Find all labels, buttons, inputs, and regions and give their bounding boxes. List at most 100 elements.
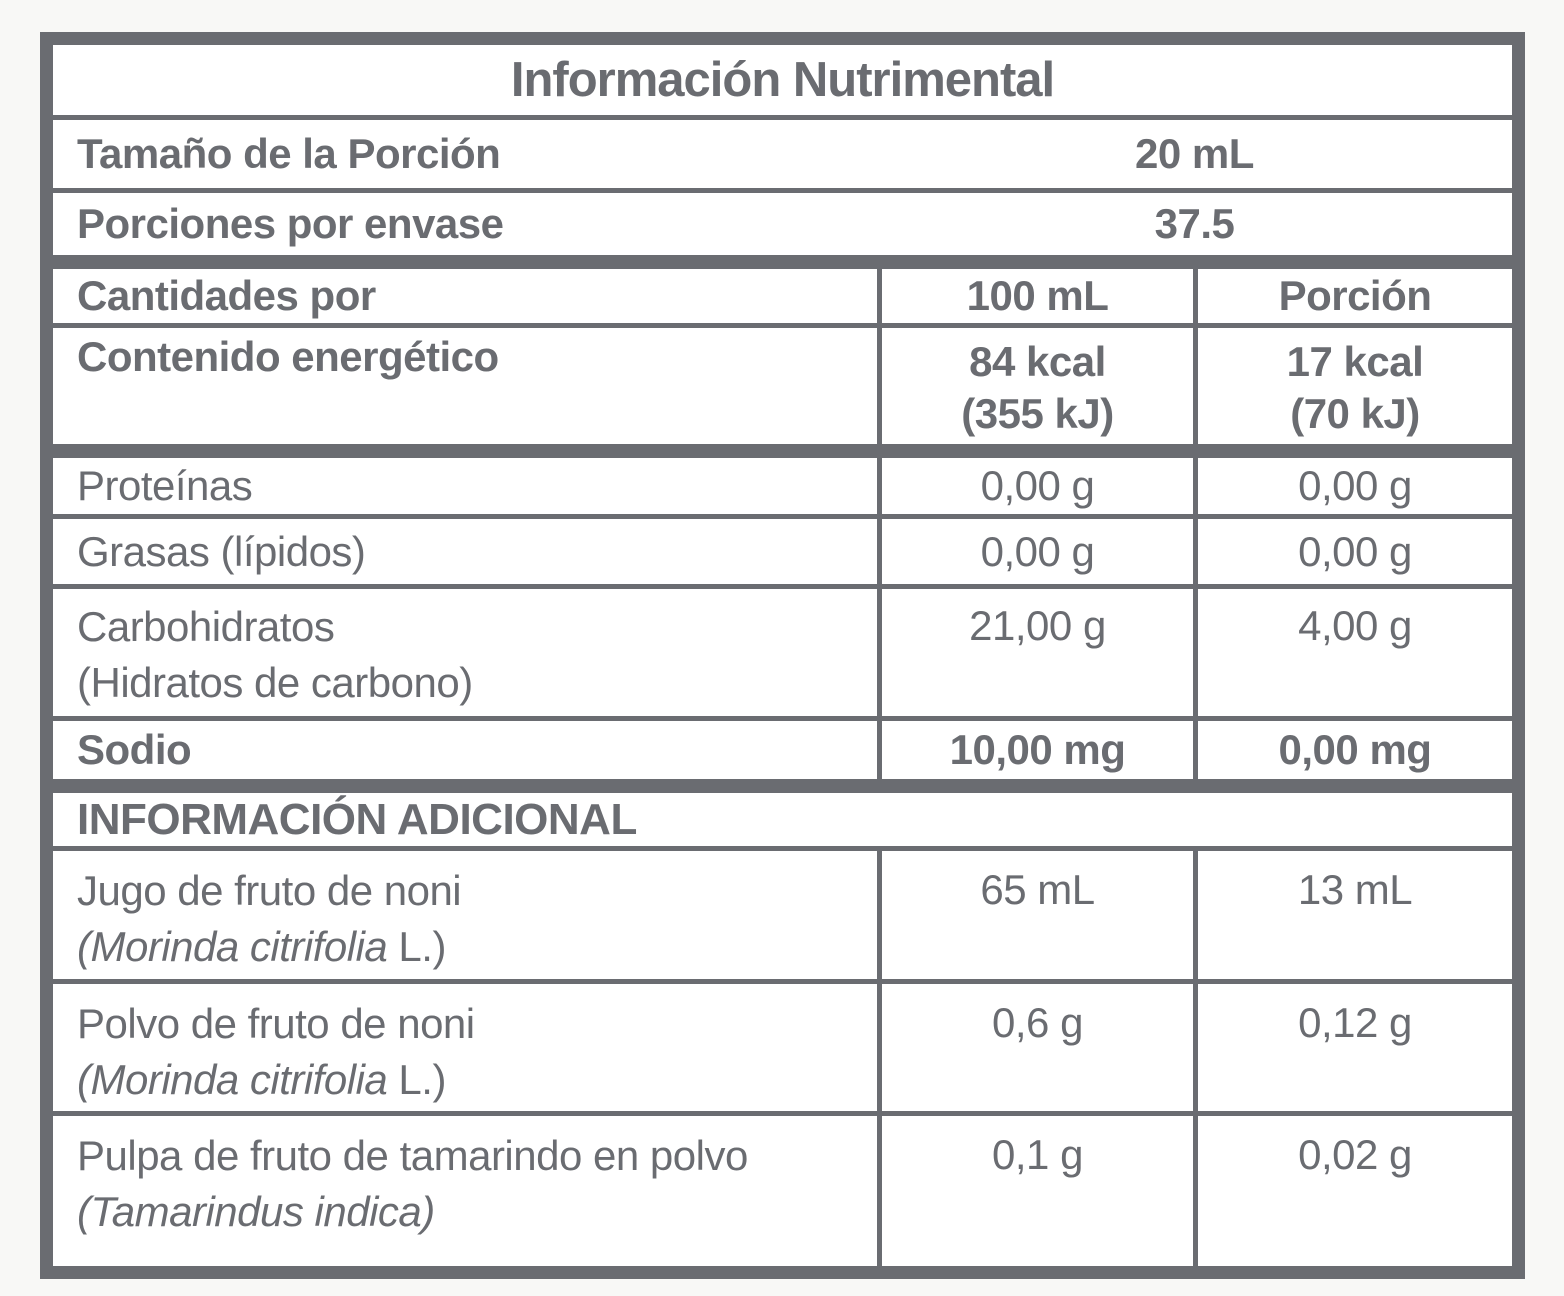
protein-per-portion-cell: 0,00 g bbox=[1193, 458, 1512, 514]
fat-label-cell: Grasas (lípidos) bbox=[53, 519, 877, 584]
energy-per-portion-kcal: 17 kcal bbox=[1286, 338, 1424, 385]
amounts-per-header-cell: Cantidades por bbox=[53, 269, 877, 323]
tamarind-pulp-label-cell: Pulpa de fruto de tamarindo en polvo (Ta… bbox=[53, 1116, 877, 1266]
noni-juice-label-cell: Jugo de fruto de noni (Morinda citrifoli… bbox=[53, 851, 877, 979]
fat-per-100ml: 0,00 g bbox=[980, 527, 1095, 575]
noni-juice-label: Jugo de fruto de noni bbox=[77, 867, 462, 914]
energy-label-cell: Contenido energético bbox=[53, 328, 877, 444]
noni-juice-scientific-italic: (Morinda citrifolia bbox=[77, 923, 388, 970]
amounts-per-header: Cantidades por bbox=[77, 272, 376, 319]
column-header-row: Cantidades por 100 mL Porción bbox=[53, 269, 1512, 323]
divider-thick bbox=[53, 444, 1512, 458]
nutrient-row-sodium: Sodio 10,00 mg 0,00 mg bbox=[53, 721, 1512, 779]
energy-row: Contenido energético 84 kcal (355 kJ) 17… bbox=[53, 328, 1512, 444]
per-100ml-header-cell: 100 mL bbox=[877, 269, 1193, 323]
noni-powder-scientific-suffix: L.) bbox=[387, 1056, 446, 1103]
carbohydrate-sublabel: (Hidratos de carbono) bbox=[77, 659, 473, 706]
energy-per-portion-cell: 17 kcal (70 kJ) bbox=[1193, 328, 1512, 444]
energy-label: Contenido energético bbox=[77, 333, 499, 380]
additional-info-title-row: INFORMACIÓN ADICIONAL bbox=[53, 793, 1512, 846]
noni-juice-per-portion: 13 mL bbox=[1297, 866, 1413, 913]
sodium-label-cell: Sodio bbox=[53, 721, 877, 779]
noni-powder-per-100ml-cell: 0,6 g bbox=[877, 984, 1193, 1111]
nutrient-row-carbohydrates: Carbohidratos (Hidratos de carbono) 21,0… bbox=[53, 589, 1512, 716]
nutrient-row-fats: Grasas (lípidos) 0,00 g 0,00 g bbox=[53, 519, 1512, 584]
tamarind-pulp-per-portion: 0,02 g bbox=[1298, 1131, 1412, 1178]
fat-per-100ml-cell: 0,00 g bbox=[877, 519, 1193, 584]
noni-juice-scientific-name: (Morinda citrifolia L.) bbox=[77, 919, 877, 975]
nutrient-row-proteins: Proteínas 0,00 g 0,00 g bbox=[53, 458, 1512, 514]
per-100ml-header: 100 mL bbox=[966, 272, 1109, 319]
tamarind-pulp-per-100ml: 0,1 g bbox=[992, 1131, 1083, 1178]
sodium-per-100ml-cell: 10,00 mg bbox=[877, 721, 1193, 779]
tamarind-pulp-per-portion-cell: 0,02 g bbox=[1193, 1116, 1512, 1266]
fat-label: Grasas (lípidos) bbox=[77, 527, 366, 575]
additional-row-noni-juice: Jugo de fruto de noni (Morinda citrifoli… bbox=[53, 851, 1512, 979]
divider-thin bbox=[53, 1111, 1512, 1116]
fat-per-portion: 0,00 g bbox=[1298, 527, 1412, 575]
sodium-per-portion-cell: 0,00 mg bbox=[1193, 721, 1512, 779]
energy-per-100ml-kj: (355 kJ) bbox=[961, 390, 1114, 437]
noni-powder-scientific-name: (Morinda citrifolia L.) bbox=[77, 1052, 877, 1108]
serving-size-label: Tamaño de la Porción bbox=[77, 130, 501, 177]
servings-per-container-value: 37.5 bbox=[1154, 200, 1235, 247]
sodium-label: Sodio bbox=[77, 726, 192, 773]
divider-thin bbox=[53, 584, 1512, 589]
serving-size-value: 20 mL bbox=[1135, 130, 1254, 177]
noni-powder-label: Polvo de fruto de noni bbox=[77, 1000, 475, 1047]
noni-juice-per-100ml-cell: 65 mL bbox=[877, 851, 1193, 979]
protein-label: Proteínas bbox=[77, 462, 253, 509]
protein-per-100ml-cell: 0,00 g bbox=[877, 458, 1193, 514]
sodium-per-100ml: 10,00 mg bbox=[949, 726, 1126, 773]
sodium-per-portion: 0,00 mg bbox=[1278, 726, 1432, 773]
servings-per-container-label: Porciones por envase bbox=[77, 200, 504, 247]
per-portion-header-cell: Porción bbox=[1193, 269, 1512, 323]
energy-per-portion-kj: (70 kJ) bbox=[1290, 390, 1420, 437]
noni-juice-per-100ml: 65 mL bbox=[980, 866, 1095, 913]
divider-thin bbox=[53, 979, 1512, 984]
noni-juice-per-portion-cell: 13 mL bbox=[1193, 851, 1512, 979]
protein-label-cell: Proteínas bbox=[53, 458, 877, 514]
carbohydrate-per-portion: 4,00 g bbox=[1298, 602, 1412, 649]
protein-per-portion: 0,00 g bbox=[1298, 462, 1412, 509]
servings-per-container-cell: Porciones por envase bbox=[53, 193, 877, 255]
serving-size-value-cell: 20 mL bbox=[877, 120, 1512, 188]
carbohydrate-label: Carbohidratos bbox=[77, 603, 335, 650]
additional-info-title: INFORMACIÓN ADICIONAL bbox=[77, 794, 637, 844]
serving-size-cell: Tamaño de la Porción bbox=[53, 120, 877, 188]
servings-per-container-value-cell: 37.5 bbox=[877, 193, 1512, 255]
energy-per-100ml-cell: 84 kcal (355 kJ) bbox=[877, 328, 1193, 444]
divider-thin bbox=[53, 323, 1512, 328]
tamarind-pulp-scientific-italic: (Tamarindus indica) bbox=[77, 1188, 435, 1235]
divider-thin bbox=[53, 716, 1512, 721]
carbohydrate-per-100ml: 21,00 g bbox=[969, 602, 1106, 649]
noni-juice-scientific-suffix: L.) bbox=[387, 923, 446, 970]
protein-per-100ml: 0,00 g bbox=[980, 462, 1095, 509]
noni-powder-per-100ml: 0,6 g bbox=[992, 999, 1083, 1046]
nutrition-facts-label: Información Nutrimental Tamaño de la Por… bbox=[40, 32, 1525, 1279]
energy-per-100ml-kcal: 84 kcal bbox=[969, 338, 1106, 385]
carbohydrate-label-cell: Carbohidratos (Hidratos de carbono) bbox=[53, 589, 877, 716]
additional-row-tamarind-pulp: Pulpa de fruto de tamarindo en polvo (Ta… bbox=[53, 1116, 1512, 1266]
divider-thin bbox=[53, 188, 1512, 193]
noni-powder-per-portion: 0,12 g bbox=[1298, 999, 1412, 1046]
servings-per-container-row: Porciones por envase 37.5 bbox=[53, 193, 1512, 255]
carbohydrate-per-portion-cell: 4,00 g bbox=[1193, 589, 1512, 716]
noni-powder-label-cell: Polvo de fruto de noni (Morinda citrifol… bbox=[53, 984, 877, 1111]
label-title: Información Nutrimental bbox=[510, 52, 1055, 107]
tamarind-pulp-label: Pulpa de fruto de tamarindo en polvo bbox=[77, 1132, 748, 1179]
per-portion-header: Porción bbox=[1278, 272, 1432, 319]
tamarind-pulp-scientific-name: (Tamarindus indica) bbox=[77, 1184, 877, 1240]
label-title-row: Información Nutrimental bbox=[53, 45, 1512, 115]
divider-thin bbox=[53, 514, 1512, 519]
divider-thick bbox=[53, 255, 1512, 269]
divider-thin bbox=[53, 115, 1512, 120]
fat-per-portion-cell: 0,00 g bbox=[1193, 519, 1512, 584]
carbohydrate-per-100ml-cell: 21,00 g bbox=[877, 589, 1193, 716]
divider-thin bbox=[53, 846, 1512, 851]
serving-size-row: Tamaño de la Porción 20 mL bbox=[53, 120, 1512, 188]
tamarind-pulp-per-100ml-cell: 0,1 g bbox=[877, 1116, 1193, 1266]
noni-powder-scientific-italic: (Morinda citrifolia bbox=[77, 1056, 388, 1103]
divider-thick bbox=[53, 779, 1512, 793]
